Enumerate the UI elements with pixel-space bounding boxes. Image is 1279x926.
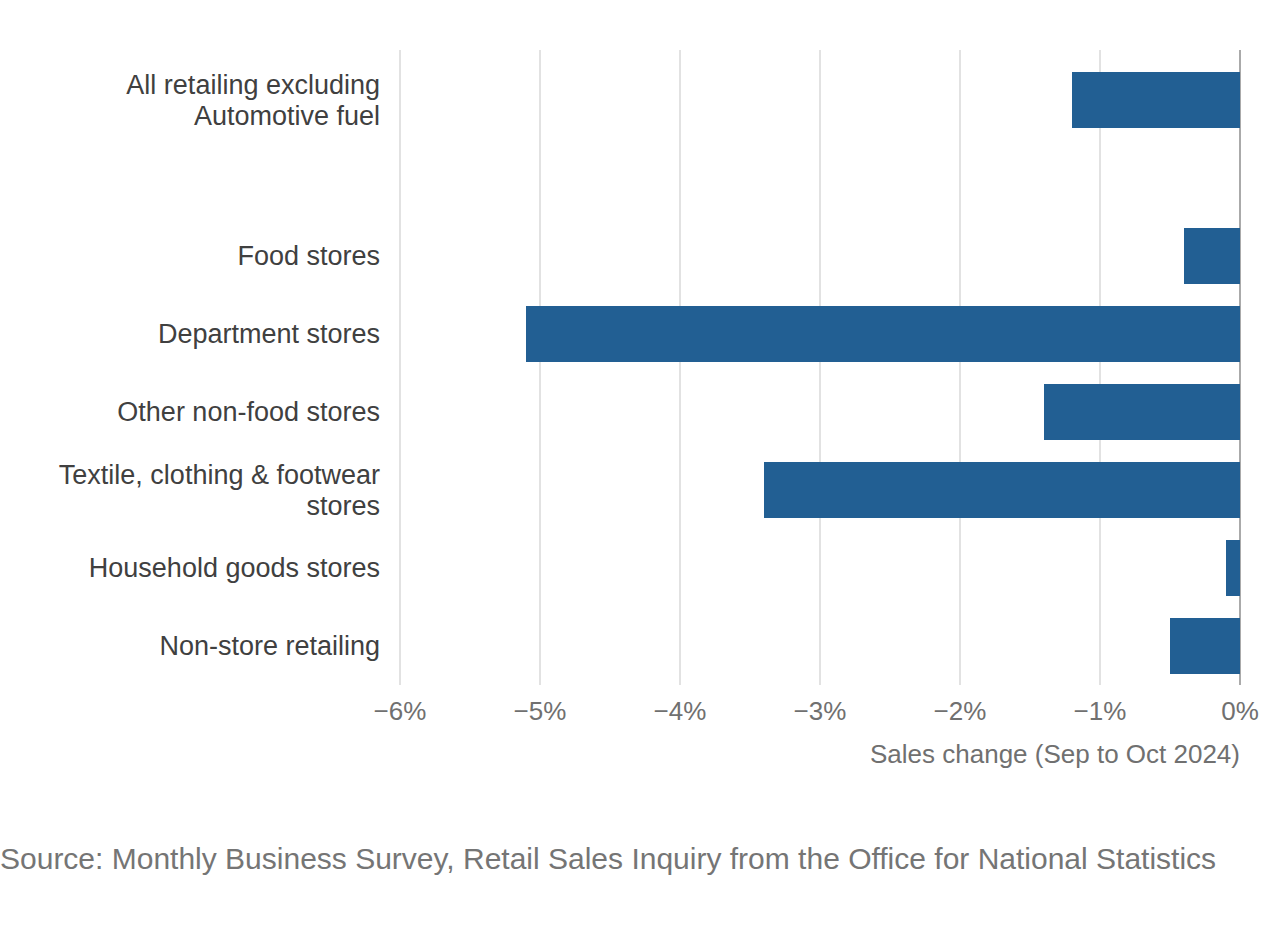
category-label: Food stores [237, 241, 380, 271]
bar [1184, 228, 1240, 284]
grid-line [679, 50, 681, 685]
grid-line [539, 50, 541, 685]
tick-label: −1% [1074, 696, 1127, 726]
label-line: stores [306, 491, 380, 521]
bars [526, 72, 1240, 674]
label-line: Other non-food stores [117, 397, 380, 427]
category-label: Non-store retailing [159, 631, 380, 661]
axis-title: Sales change (Sep to Oct 2024) [870, 739, 1240, 769]
chart: −6% −5% −4% −3% −2% −1% 0% Sales change (Sep to… [0, 0, 1279, 926]
bar [1044, 384, 1240, 440]
tick-label: −3% [794, 696, 847, 726]
bar [764, 462, 1240, 518]
source-line: Source: Monthly Business Survey, Retail … [0, 842, 1216, 875]
grid-line [1099, 50, 1101, 685]
source-note: Source: Monthly Business Survey, Retail … [0, 842, 1216, 875]
category-label: Household goods stores [89, 553, 380, 583]
bar [526, 306, 1240, 362]
label-line: Non-store retailing [159, 631, 380, 661]
label-line: All retailing excluding [126, 70, 380, 100]
bar [1226, 540, 1240, 596]
label-line: Textile, clothing & footwear [59, 460, 380, 490]
label-line: Automotive fuel [194, 101, 380, 131]
bar [1170, 618, 1240, 674]
tick-label: −6% [374, 696, 427, 726]
label-line: Food stores [237, 241, 380, 271]
grid-line [819, 50, 821, 685]
bar [1072, 72, 1240, 128]
tick-label: −2% [934, 696, 987, 726]
tick-label: −5% [514, 696, 567, 726]
tick-label: 0% [1221, 696, 1259, 726]
label-line: Household goods stores [89, 553, 380, 583]
category-label: Other non-food stores [117, 397, 380, 427]
category-label: Department stores [158, 319, 380, 349]
grid-line [399, 50, 401, 685]
grid-line [959, 50, 961, 685]
tick-label: −4% [654, 696, 707, 726]
axis-range [400, 685, 1240, 686]
label-line: Department stores [158, 319, 380, 349]
category-label: All retailing excludingAutomotive fuel [126, 70, 380, 131]
category-label: Textile, clothing & footwearstores [59, 460, 380, 521]
